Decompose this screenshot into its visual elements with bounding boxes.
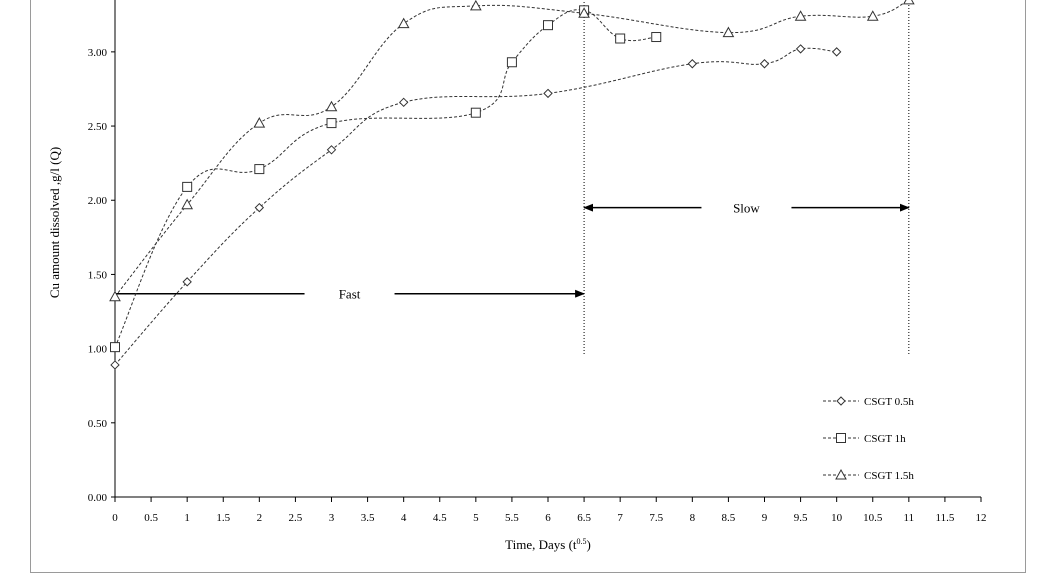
annotations: Fast Slow bbox=[115, 0, 910, 357]
y-tick-label: 1.00 bbox=[88, 344, 108, 356]
x-tick-label: 4.5 bbox=[433, 512, 447, 524]
x-tick-label: 2.5 bbox=[289, 512, 303, 524]
data-point-triangle bbox=[722, 26, 735, 38]
x-tick-label: 10.5 bbox=[863, 512, 883, 524]
data-point-square bbox=[254, 164, 265, 175]
legend-marker-square bbox=[836, 433, 846, 443]
legend-label: CSGT 1h bbox=[864, 433, 906, 445]
x-tick-label: 8 bbox=[690, 512, 696, 524]
data-point-diamond bbox=[110, 360, 120, 370]
data-point-triangle bbox=[325, 100, 338, 112]
data-point-diamond bbox=[254, 202, 265, 213]
x-tick-label: 5 bbox=[473, 512, 479, 524]
x-tick-label: 4 bbox=[401, 512, 407, 524]
x-tick-label: 9.5 bbox=[794, 512, 808, 524]
series-triangle bbox=[109, 0, 915, 302]
axes: 0 0.5 1 1.5 2 2.5 3 3.5 4 4.5 5 5.5 6 6.5 7 7.5 8 8.5 9 9.5… bbox=[88, 0, 987, 524]
legend-marker-triangle bbox=[835, 468, 847, 480]
chart-frame: 0 0.5 1 1.5 2 2.5 3 3.5 4 4.5 5 5.5 6 6.5 7 7.5 8 8.5 9 9.5… bbox=[30, 0, 1026, 573]
data-point-diamond bbox=[687, 59, 698, 69]
data-point-square bbox=[182, 181, 193, 192]
x-tick-label: 7 bbox=[617, 512, 623, 524]
data-point-diamond bbox=[831, 47, 842, 57]
data-point-diamond bbox=[795, 44, 806, 54]
data-point-square bbox=[326, 118, 337, 129]
x-tick-label: 5.5 bbox=[505, 512, 519, 524]
x-tick-label: 8.5 bbox=[722, 512, 736, 524]
x-tick-label: 1.5 bbox=[216, 512, 230, 524]
data-point-square bbox=[615, 33, 626, 44]
line-chart: 0 0.5 1 1.5 2 2.5 3 3.5 4 4.5 5 5.5 6 6.5 7 7.5 8 8.5 9 9.5… bbox=[47, 0, 987, 552]
data-point-triangle bbox=[578, 7, 590, 18]
x-tick-label: 11.5 bbox=[935, 512, 954, 524]
x-tick-label: 3 bbox=[329, 512, 335, 524]
data-point-square bbox=[470, 107, 481, 118]
series-diamond bbox=[110, 44, 842, 370]
data-point-square bbox=[110, 342, 120, 353]
y-tick-label: 3.00 bbox=[88, 47, 108, 59]
x-tick-label: 0 bbox=[112, 512, 118, 524]
series-square bbox=[110, 5, 662, 353]
data-point-diamond bbox=[398, 97, 409, 108]
legend: CSGT 0.5h CSGT 1h CSGT 1.5h bbox=[823, 396, 914, 482]
legend-marker-diamond bbox=[836, 396, 846, 406]
data-point-triangle bbox=[794, 10, 807, 21]
data-point-triangle bbox=[181, 198, 194, 210]
data-point-triangle bbox=[253, 117, 266, 128]
data-point-diamond bbox=[326, 145, 337, 155]
x-tick-label: 6 bbox=[545, 512, 551, 524]
x-tick-label: 3.5 bbox=[361, 512, 375, 524]
series-layer bbox=[109, 0, 915, 370]
y-tick-label: 0.50 bbox=[88, 418, 108, 430]
data-point-triangle bbox=[109, 290, 121, 302]
legend-label: CSGT 0.5h bbox=[864, 396, 914, 408]
x-tick-label: 2 bbox=[257, 512, 263, 524]
x-tick-label: 1 bbox=[184, 512, 190, 524]
data-point-diamond bbox=[759, 59, 770, 69]
data-point-triangle bbox=[397, 17, 410, 29]
data-point-diamond bbox=[543, 88, 553, 99]
x-axis-title: Time, Days (t0.5) bbox=[505, 537, 591, 552]
y-tick-label: 1.50 bbox=[88, 269, 108, 281]
data-point-triangle bbox=[866, 10, 879, 21]
data-point-square bbox=[651, 32, 662, 43]
data-point-square bbox=[543, 20, 553, 31]
y-tick-label: 2.00 bbox=[88, 195, 108, 207]
x-tick-label: 6.5 bbox=[577, 512, 591, 524]
x-tick-label: 12 bbox=[976, 512, 987, 524]
fast-label: Fast bbox=[339, 287, 361, 302]
x-tick-label: 7.5 bbox=[649, 512, 663, 524]
x-tick-label: 11 bbox=[904, 512, 915, 524]
series-line bbox=[114, 47, 837, 366]
data-point-square bbox=[506, 57, 517, 68]
data-point-triangle bbox=[902, 0, 915, 5]
series-line bbox=[114, 9, 657, 348]
data-point-diamond bbox=[182, 277, 192, 287]
legend-label: CSGT 1.5h bbox=[864, 470, 914, 482]
y-tick-label: 2.50 bbox=[88, 121, 108, 133]
data-point-triangle bbox=[469, 0, 482, 11]
x-tick-label: 9 bbox=[762, 512, 768, 524]
y-axis-title: Cu amount dissolved ,g/l (Q) bbox=[47, 147, 62, 298]
series-line bbox=[114, 0, 910, 297]
x-tick-label: 10 bbox=[831, 512, 843, 524]
x-tick-label: 0.5 bbox=[144, 512, 158, 524]
slow-label: Slow bbox=[733, 201, 760, 216]
y-tick-label: 0.00 bbox=[88, 492, 108, 504]
